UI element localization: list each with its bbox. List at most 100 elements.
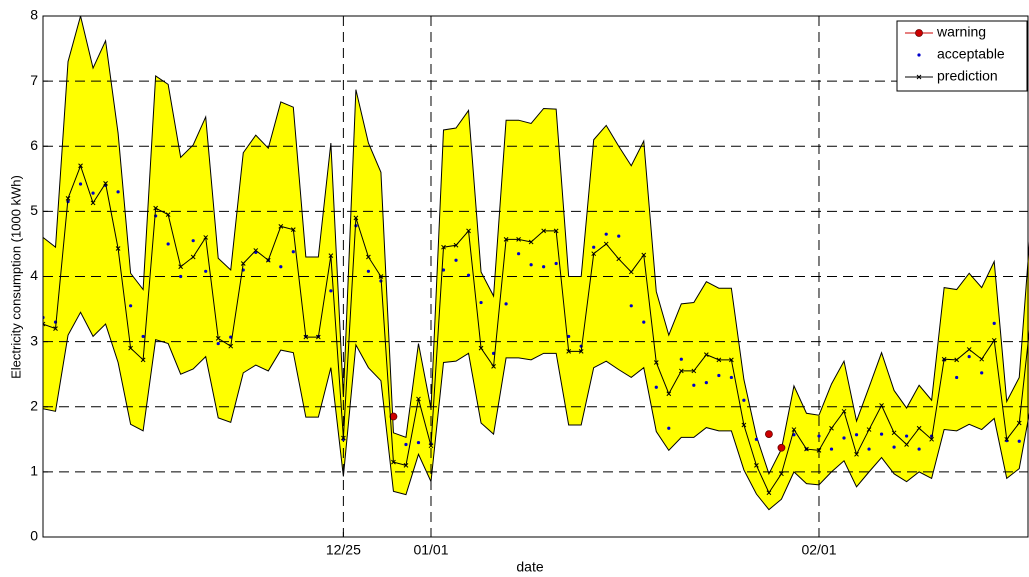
marker <box>90 200 96 206</box>
marker <box>804 446 809 452</box>
marker <box>341 435 346 441</box>
band-edge <box>43 311 1029 511</box>
marker <box>166 242 170 246</box>
marker <box>904 442 909 447</box>
marker <box>816 448 822 453</box>
marker <box>1016 420 1022 426</box>
marker <box>703 352 709 358</box>
marker <box>741 422 747 428</box>
marker <box>91 191 95 195</box>
marker <box>592 245 596 249</box>
marker <box>854 433 859 437</box>
marker <box>303 334 309 340</box>
marker <box>141 334 145 339</box>
marker <box>191 239 195 243</box>
marker <box>128 345 133 351</box>
marker <box>1004 436 1010 442</box>
marker <box>216 341 220 346</box>
marker <box>867 447 871 451</box>
marker <box>742 398 746 402</box>
marker <box>378 274 384 279</box>
marker <box>666 391 672 397</box>
marker <box>980 371 984 375</box>
marker <box>854 451 859 457</box>
marker <box>466 273 471 277</box>
marker <box>642 320 646 324</box>
marker <box>754 463 759 468</box>
marker <box>829 425 834 431</box>
marker <box>729 357 734 363</box>
marker <box>228 343 234 349</box>
marker <box>955 375 959 380</box>
y-tick-label: 3 <box>30 332 38 348</box>
legend-label: warning <box>936 24 986 40</box>
marker <box>641 252 647 258</box>
marker <box>315 334 321 340</box>
marker <box>917 53 921 57</box>
marker <box>841 408 847 414</box>
marker <box>791 427 797 432</box>
marker <box>504 302 508 306</box>
marker <box>628 269 634 275</box>
marker <box>116 190 120 194</box>
marker <box>428 443 434 449</box>
marker <box>404 442 408 447</box>
y-tick-label: 7 <box>30 72 38 88</box>
marker <box>717 373 721 378</box>
marker <box>679 357 683 361</box>
legend-label: prediction <box>937 68 998 84</box>
marker <box>215 336 221 341</box>
marker <box>43 321 46 327</box>
marker <box>503 237 509 242</box>
x-tick-label: 02/01 <box>801 542 836 558</box>
marker <box>253 248 259 253</box>
marker <box>115 246 121 251</box>
marker <box>329 289 333 293</box>
marker <box>891 430 897 436</box>
x-tick-label: 12/25 <box>326 542 361 558</box>
marker <box>366 254 371 260</box>
legend: warning acceptable prediction <box>896 20 1028 92</box>
marker <box>567 334 571 339</box>
marker <box>129 304 133 308</box>
marker <box>478 345 484 351</box>
marker <box>716 357 722 363</box>
marker <box>954 357 960 363</box>
marker <box>777 443 786 452</box>
marker <box>992 321 996 325</box>
marker <box>892 445 896 449</box>
marker <box>916 425 922 431</box>
marker <box>153 205 158 211</box>
y-tick-label: 5 <box>30 202 38 218</box>
marker <box>453 242 459 248</box>
marker <box>966 347 972 352</box>
marker <box>829 447 834 451</box>
x-axis-label: date <box>516 559 543 575</box>
marker <box>541 228 546 234</box>
marker <box>754 437 759 441</box>
marker <box>704 381 708 385</box>
marker <box>566 349 572 354</box>
marker <box>65 195 71 201</box>
series-line <box>43 164 1029 494</box>
prediction-band <box>43 16 1029 510</box>
marker <box>654 385 658 389</box>
marker <box>904 434 909 438</box>
marker <box>454 258 458 262</box>
marker <box>366 269 371 273</box>
marker <box>554 261 558 266</box>
marker <box>179 274 183 279</box>
marker <box>353 215 359 221</box>
marker <box>178 264 184 270</box>
marker <box>842 436 846 440</box>
marker <box>53 326 58 331</box>
marker <box>766 490 772 496</box>
marker <box>391 459 396 465</box>
marker <box>591 251 597 257</box>
marker <box>516 237 521 242</box>
marker <box>240 261 246 266</box>
marker <box>279 265 283 269</box>
marker <box>916 74 922 80</box>
marker <box>165 212 171 217</box>
